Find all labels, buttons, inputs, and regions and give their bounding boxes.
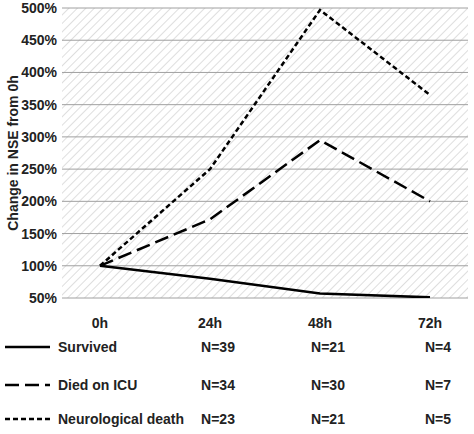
- legend-key: [5, 384, 50, 387]
- x-tick-label: 72h: [418, 315, 442, 331]
- series-line: [100, 140, 430, 266]
- plot-background: [62, 8, 468, 298]
- y-tick-label: 400%: [21, 64, 57, 80]
- chart-container: 50% 100% 150% 200% 250% 300% 350% 400% 450% 500% C…: [0, 0, 474, 434]
- series-line: [100, 266, 430, 298]
- y-tick-label: 450%: [21, 32, 57, 48]
- grid-line: [62, 72, 468, 73]
- grid-line: [62, 8, 468, 9]
- n-label: N=4: [425, 339, 451, 355]
- x-tick-label: 24h: [198, 315, 222, 331]
- grid-line: [62, 265, 468, 266]
- y-tick-label: 50%: [29, 290, 58, 306]
- legend-label: Neurological death: [58, 411, 184, 427]
- legend-key: [5, 346, 50, 349]
- x-tick-label: 48h: [308, 315, 332, 331]
- y-tick-label: 350%: [21, 97, 57, 113]
- grid-line: [62, 136, 468, 137]
- grid-line: [62, 169, 468, 170]
- grid-line: [62, 201, 468, 202]
- n-label: N=7: [425, 377, 451, 393]
- series-line: [100, 10, 430, 266]
- n-label: N=5: [425, 411, 451, 427]
- legend-label: Died on ICU: [58, 377, 137, 393]
- chart-svg: 50% 100% 150% 200% 250% 300% 350% 400% 450% 500% C…: [0, 0, 474, 434]
- y-tick-label: 250%: [21, 161, 57, 177]
- n-label: N=21: [311, 411, 345, 427]
- grid-line: [62, 40, 468, 41]
- n-label: N=34: [201, 377, 235, 393]
- n-label: N=30: [311, 377, 345, 393]
- y-axis-label: Change in NSE from 0h: [5, 75, 21, 231]
- n-label: N=21: [311, 339, 345, 355]
- legend-label: Survived: [58, 339, 117, 355]
- y-tick-label: 200%: [21, 193, 57, 209]
- y-tick-label: 300%: [21, 129, 57, 145]
- y-tick-label: 100%: [21, 258, 57, 274]
- y-tick-label: 500%: [21, 0, 57, 16]
- grid-line: [62, 104, 468, 105]
- grid-line: [62, 233, 468, 234]
- legend-key: [5, 418, 50, 421]
- y-tick-label: 150%: [21, 226, 57, 242]
- lines-group: [100, 10, 430, 297]
- n-label: N=39: [201, 339, 235, 355]
- x-tick-label: 0h: [92, 315, 108, 331]
- n-label: N=23: [201, 411, 235, 427]
